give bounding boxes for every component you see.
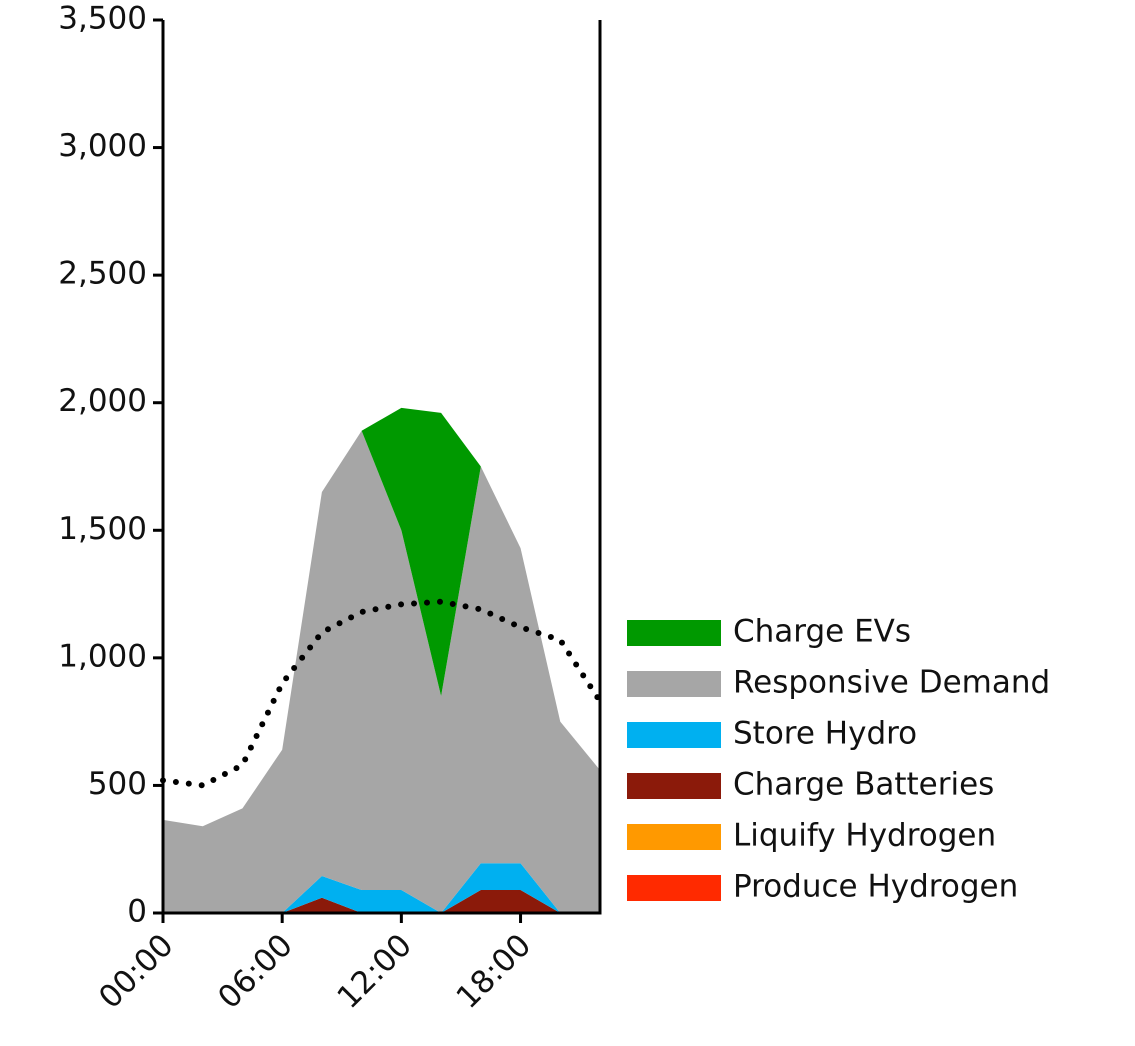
legend-label: Produce Hydrogen (733, 869, 1018, 905)
area (163, 863, 600, 913)
y-tick-label: 3,000 (58, 128, 147, 164)
y-tick-label: 2,000 (58, 383, 147, 419)
legend-swatch (627, 824, 721, 850)
y-tick-label: 500 (88, 766, 147, 802)
legend-label: Charge Batteries (733, 767, 994, 803)
x-tick-label: 00:00 (92, 927, 181, 1016)
y-tick-label: 1,500 (58, 511, 147, 547)
y-tick-label: 2,500 (58, 256, 147, 292)
legend-label: Responsive Demand (733, 665, 1050, 701)
y-tick-label: 3,500 (58, 1, 147, 37)
dotted-line (160, 598, 603, 789)
legend-swatch (627, 722, 721, 748)
x-tick-label: 18:00 (450, 927, 539, 1016)
plot-frame (161, 20, 602, 915)
y-tick-label: 1,000 (58, 638, 147, 674)
x-tick-label: 12:00 (330, 927, 419, 1016)
legend-swatch (627, 620, 721, 646)
legend-label: Store Hydro (733, 716, 917, 752)
area (163, 430, 600, 913)
legend-swatch (627, 875, 721, 901)
legend-swatch (627, 773, 721, 799)
y-tick-label: 0 (127, 894, 147, 930)
area (163, 890, 600, 913)
legend-swatch (627, 671, 721, 697)
legend-label: Liquify Hydrogen (733, 818, 996, 854)
legend-label: Charge EVs (733, 614, 911, 650)
x-tick-label: 06:00 (211, 927, 300, 1016)
